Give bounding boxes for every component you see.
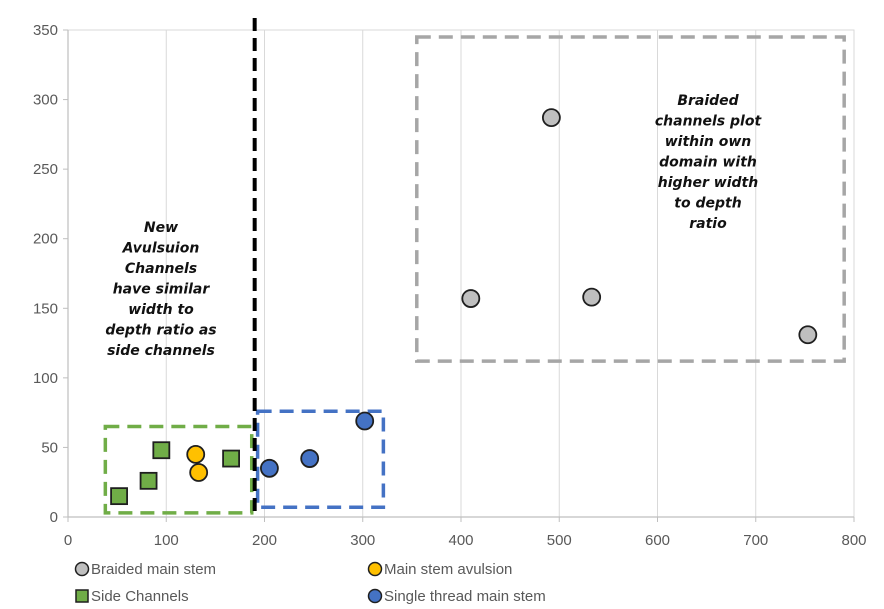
x-tick-label: 200 bbox=[252, 532, 277, 549]
legend-marker-side-channels bbox=[75, 589, 89, 603]
x-tick-label: 400 bbox=[448, 532, 473, 549]
legend-label-single-thread-main-stem: Single thread main stem bbox=[384, 588, 546, 605]
x-tick-label: 600 bbox=[645, 532, 670, 549]
y-tick-label: 0 bbox=[50, 509, 58, 526]
avulsion-annotation-line: have similar bbox=[113, 282, 211, 298]
side-channels-point bbox=[139, 471, 158, 490]
legend-marker-braided-main-stem bbox=[74, 561, 90, 577]
braided-domain-box bbox=[415, 35, 846, 363]
main-stem-avulsion-point bbox=[186, 444, 206, 464]
braided-main-stem-point bbox=[541, 108, 561, 128]
x-tick-label: 300 bbox=[350, 532, 375, 549]
avulsion-annotation-line: New bbox=[144, 220, 178, 236]
braided-main-stem-point bbox=[582, 287, 602, 307]
single-thread-main-stem-point bbox=[355, 411, 375, 431]
side-channels-point bbox=[110, 487, 128, 506]
x-tick-label: 800 bbox=[841, 532, 866, 549]
braided-annotation-line: higher width bbox=[658, 175, 758, 191]
x-tick-label: 500 bbox=[547, 532, 572, 549]
side-channel-domain-box bbox=[103, 424, 254, 515]
braided-annotation-line: domain with bbox=[659, 155, 757, 171]
braided-main-stem-point bbox=[798, 325, 818, 345]
braided-annotation-line: within own bbox=[665, 134, 752, 150]
x-tick-label: 0 bbox=[64, 532, 72, 549]
legend-label-braided-main-stem: Braided main stem bbox=[91, 561, 216, 578]
legend-marker-single-thread-main-stem bbox=[367, 588, 383, 604]
x-tick-label: 700 bbox=[743, 532, 768, 549]
legend-label-main-stem-avulsion: Main stem avulsion bbox=[384, 561, 512, 578]
single-thread-main-stem-point bbox=[260, 458, 279, 478]
legend-marker-main-stem-avulsion bbox=[367, 561, 383, 577]
y-tick-label: 300 bbox=[33, 92, 58, 109]
avulsion-annotation-line: Channels bbox=[125, 261, 197, 277]
braided-annotation-line: ratio bbox=[689, 216, 727, 232]
main-stem-avulsion-point bbox=[189, 463, 209, 482]
braided-main-stem-point bbox=[461, 289, 481, 308]
y-tick-label: 100 bbox=[33, 370, 58, 387]
y-tick-label: 350 bbox=[33, 22, 58, 39]
braided-annotation-line: Braided bbox=[677, 93, 739, 109]
y-tick-label: 150 bbox=[33, 300, 58, 317]
avulsion-annotation-line: Avulsuion bbox=[122, 241, 200, 257]
y-tick-label: 200 bbox=[33, 231, 58, 248]
side-channels-point bbox=[222, 449, 240, 468]
x-tick-label: 100 bbox=[154, 532, 179, 549]
braided-annotation-line: channels plot bbox=[655, 114, 763, 130]
avulsion-annotation-line: side channels bbox=[107, 343, 215, 359]
legend-label-side-channels: Side Channels bbox=[91, 588, 189, 605]
single-thread-main-stem-point bbox=[300, 449, 320, 468]
y-tick-label: 50 bbox=[41, 439, 58, 456]
side-channels-point bbox=[152, 441, 171, 460]
braided-annotation-line: to depth bbox=[674, 196, 741, 212]
avulsion-annotation-line: width to bbox=[128, 302, 194, 318]
y-tick-label: 250 bbox=[33, 161, 58, 178]
avulsion-annotation-line: depth ratio as bbox=[105, 323, 216, 339]
